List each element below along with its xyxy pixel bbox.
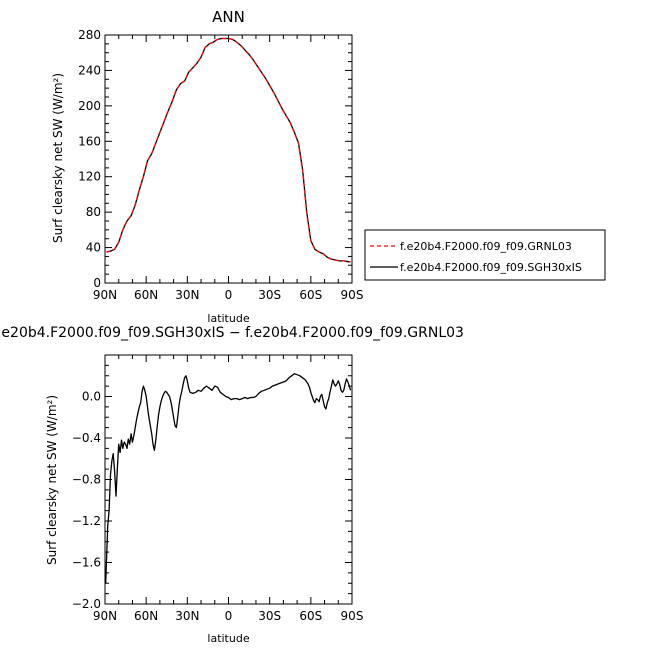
x-tick-label: 60N bbox=[134, 609, 158, 623]
legend-label-grnl03: f.e20b4.F2000.f09_f09.GRNL03 bbox=[400, 240, 572, 253]
x-tick-label: 90S bbox=[341, 288, 364, 302]
bottom-plot-ylabel: Surf clearsky net SW (W/m²) bbox=[45, 395, 59, 565]
y-tick-label: −1.2 bbox=[72, 514, 101, 528]
x-tick-label: 60N bbox=[134, 288, 158, 302]
series-line-1 bbox=[105, 373, 352, 584]
bottom-plot-series bbox=[105, 373, 352, 584]
top-plot-xlabel: latitude bbox=[207, 312, 249, 325]
y-tick-label: 0.0 bbox=[82, 390, 101, 404]
bottom-plot-xlabel: latitude bbox=[207, 632, 249, 645]
bottom-plot-title: f.e20b4.F2000.f09_f09.SGH30xIS − f.e20b4… bbox=[0, 325, 464, 341]
y-tick-label: −1.6 bbox=[72, 556, 101, 570]
y-tick-label: −0.4 bbox=[72, 431, 101, 445]
y-tick-label: 40 bbox=[86, 241, 101, 255]
top-plot-title: ANN bbox=[212, 8, 245, 26]
x-tick-label: 90N bbox=[93, 609, 117, 623]
y-tick-label: 0 bbox=[93, 276, 101, 290]
x-tick-label: 0 bbox=[225, 609, 233, 623]
y-tick-label: 80 bbox=[86, 205, 101, 219]
legend-box bbox=[364, 229, 606, 281]
series-line-1 bbox=[106, 37, 351, 263]
x-tick-label: 30S bbox=[258, 609, 281, 623]
bottom-plot: f.e20b4.F2000.f09_f09.SGH30xIS − f.e20b4… bbox=[0, 325, 464, 645]
y-tick-label: 240 bbox=[78, 63, 101, 77]
bottom-plot-frame bbox=[104, 354, 353, 605]
y-tick-label: 280 bbox=[78, 28, 101, 42]
y-tick-label: 120 bbox=[78, 170, 101, 184]
top-plot-series bbox=[106, 37, 351, 263]
x-tick-label: 30S bbox=[258, 288, 281, 302]
y-tick-label: 200 bbox=[78, 99, 101, 113]
x-tick-label: 90S bbox=[341, 609, 364, 623]
legend: f.e20b4.F2000.f09_f09.GRNL03 f.e20b4.F20… bbox=[364, 229, 606, 281]
x-tick-label: 30N bbox=[175, 288, 199, 302]
top-plot-frame bbox=[104, 34, 353, 284]
x-tick-label: 60S bbox=[299, 288, 322, 302]
x-tick-label: 60S bbox=[299, 609, 322, 623]
top-plot: ANN Surf clearsky net SW (W/m²) latitude… bbox=[51, 8, 363, 325]
series-line-2 bbox=[106, 37, 351, 263]
x-tick-label: 90N bbox=[93, 288, 117, 302]
y-tick-label: 160 bbox=[78, 134, 101, 148]
x-tick-label: 30N bbox=[175, 609, 199, 623]
y-tick-label: −2.0 bbox=[72, 597, 101, 611]
top-plot-ylabel: Surf clearsky net SW (W/m²) bbox=[51, 73, 65, 243]
top-plot-ticks: 90N 60N 30N 0 30S 60S 90S 0 40 80 120 160 200 240 280 bbox=[78, 28, 363, 302]
x-tick-label: 0 bbox=[225, 288, 233, 302]
y-tick-label: −0.8 bbox=[72, 473, 101, 487]
legend-label-sgh30xis: f.e20b4.F2000.f09_f09.SGH30xIS bbox=[400, 261, 582, 274]
